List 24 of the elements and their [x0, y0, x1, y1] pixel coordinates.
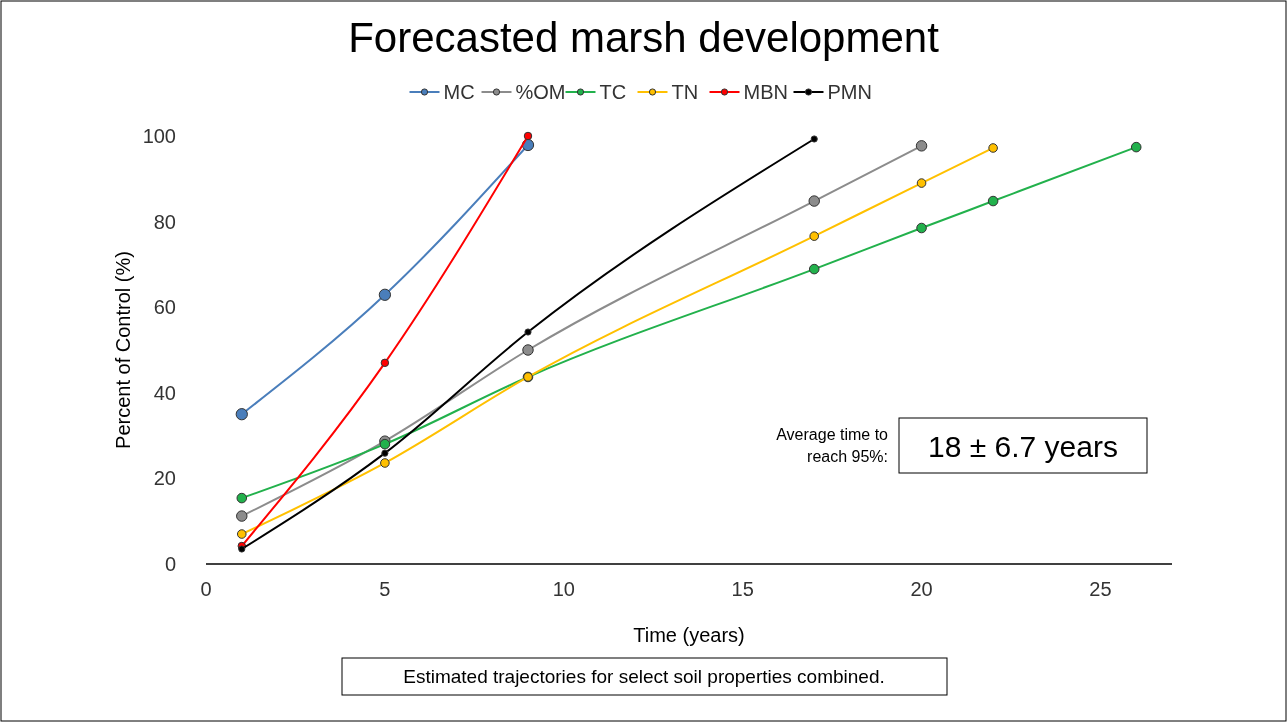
y-tick-label: 100	[142, 125, 176, 147]
text: Estimated trajectories for select soil properties combined.	[403, 666, 885, 687]
x-tick-label: 20	[910, 578, 933, 600]
chart-title: Forecasted marsh development	[348, 14, 940, 61]
x-tick-label: 5	[379, 578, 391, 600]
x-tick-label: 0	[200, 578, 212, 600]
annotation: Average time to reach 95%:	[776, 426, 889, 465]
y-tick-label: 40	[153, 381, 176, 404]
legend-label: TC	[599, 81, 627, 103]
x-axis-title: Time (years)	[633, 624, 745, 646]
legend-label: TN	[671, 81, 699, 103]
legend-label: MBN	[743, 81, 788, 103]
x-tick-label: 25	[1089, 578, 1112, 600]
y-tick-label: 0	[164, 553, 176, 575]
legend-label: %OM	[515, 81, 566, 103]
annotation: 18 ± 6.7 years	[928, 430, 1118, 463]
legend-label: MC	[443, 81, 475, 103]
x-tick-label: 10	[552, 578, 575, 600]
y-tick-label: 80	[153, 210, 176, 233]
y-tick-label: 20	[153, 467, 176, 490]
x-tick-label: 15	[731, 578, 754, 600]
y-axis-title: Percent of Control (%)	[112, 251, 134, 449]
y-tick-label: 60	[153, 296, 176, 319]
legend-label: PMN	[827, 81, 872, 103]
